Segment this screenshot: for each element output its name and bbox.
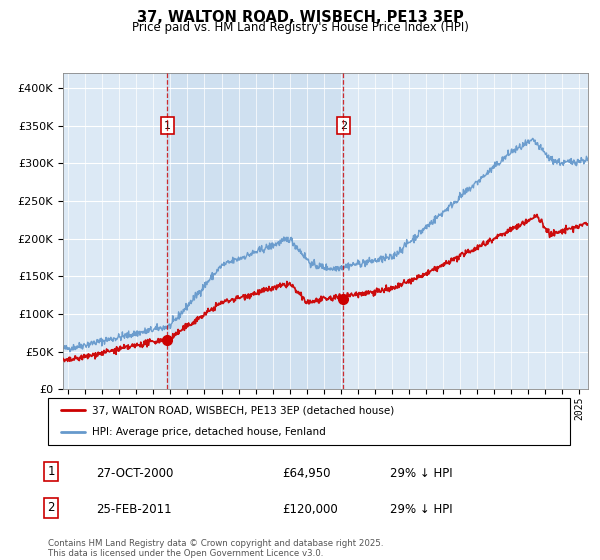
Text: £64,950: £64,950	[282, 466, 331, 480]
Text: Contains HM Land Registry data © Crown copyright and database right 2025.
This d: Contains HM Land Registry data © Crown c…	[48, 539, 383, 558]
Text: 2: 2	[340, 120, 347, 130]
Text: HPI: Average price, detached house, Fenland: HPI: Average price, detached house, Fenl…	[92, 427, 326, 437]
Text: 37, WALTON ROAD, WISBECH, PE13 3EP: 37, WALTON ROAD, WISBECH, PE13 3EP	[137, 10, 463, 25]
Text: 1: 1	[47, 465, 55, 478]
Text: 25-FEB-2011: 25-FEB-2011	[96, 503, 172, 516]
Text: 1: 1	[164, 120, 171, 130]
Text: 37, WALTON ROAD, WISBECH, PE13 3EP (detached house): 37, WALTON ROAD, WISBECH, PE13 3EP (deta…	[92, 405, 395, 416]
Text: 2: 2	[47, 501, 55, 515]
Text: 29% ↓ HPI: 29% ↓ HPI	[390, 503, 452, 516]
Text: £120,000: £120,000	[282, 503, 338, 516]
FancyBboxPatch shape	[48, 398, 570, 445]
Text: 29% ↓ HPI: 29% ↓ HPI	[390, 466, 452, 480]
Text: Price paid vs. HM Land Registry's House Price Index (HPI): Price paid vs. HM Land Registry's House …	[131, 21, 469, 34]
Bar	[167, 73, 343, 389]
Text: 27-OCT-2000: 27-OCT-2000	[96, 466, 173, 480]
